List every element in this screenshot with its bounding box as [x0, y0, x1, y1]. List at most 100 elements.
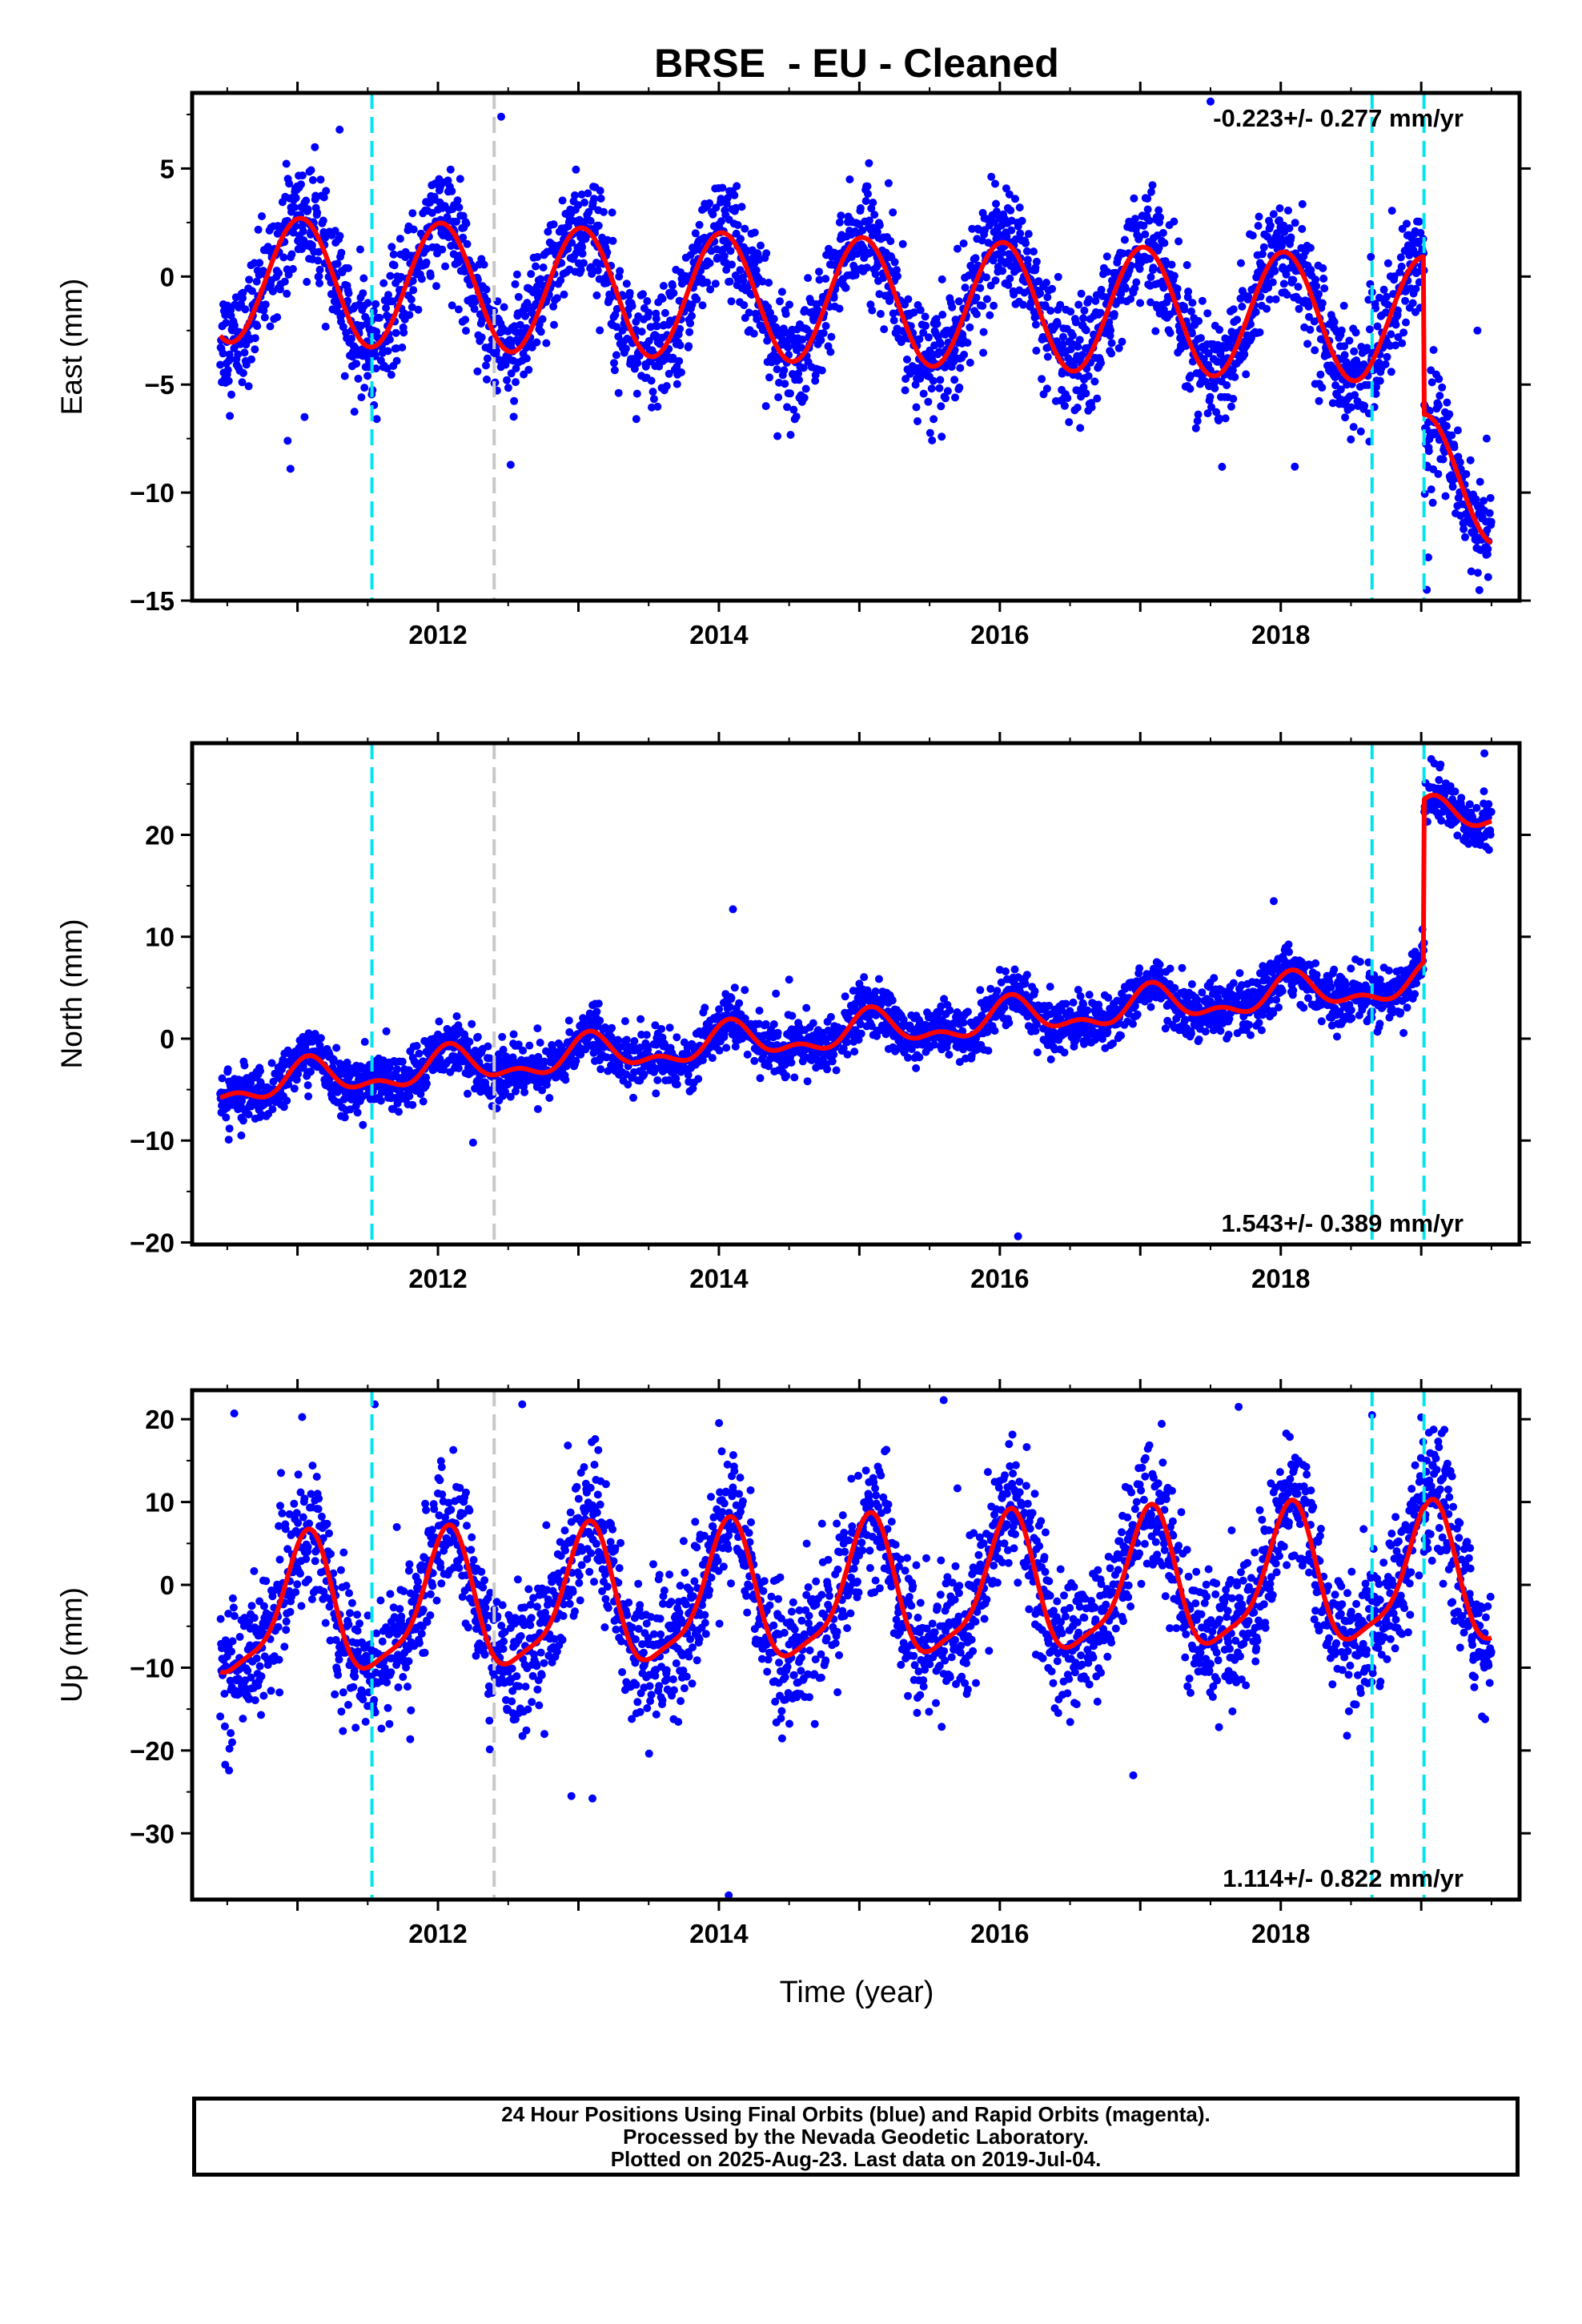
data-point	[222, 1113, 231, 1122]
data-point	[745, 308, 753, 317]
data-point	[817, 336, 825, 344]
data-point	[409, 225, 418, 234]
data-point	[865, 216, 873, 225]
data-point	[787, 1058, 796, 1067]
data-point	[1401, 296, 1410, 305]
data-point	[1393, 306, 1402, 315]
data-point	[1298, 224, 1307, 233]
data-point	[1048, 284, 1057, 293]
data-point	[533, 252, 542, 261]
data-point	[620, 1017, 629, 1026]
data-point	[1435, 392, 1444, 400]
data-point	[275, 269, 283, 278]
data-point	[480, 260, 488, 269]
data-point	[1111, 268, 1120, 277]
data-point	[1154, 243, 1163, 252]
data-point	[1075, 336, 1084, 344]
data-point	[1074, 300, 1083, 309]
data-point	[417, 275, 426, 283]
data-point	[315, 265, 324, 274]
data-point	[725, 277, 734, 286]
data-point	[1375, 293, 1383, 302]
data-point	[912, 1063, 921, 1072]
data-point	[639, 290, 647, 299]
data-point	[750, 228, 759, 237]
data-point	[549, 220, 558, 229]
data-point	[893, 271, 901, 280]
data-point	[1391, 341, 1400, 350]
data-point	[1304, 302, 1313, 311]
data-point	[1016, 229, 1025, 238]
data-point	[901, 375, 910, 384]
data-point	[954, 297, 963, 306]
data-point	[991, 276, 1000, 285]
data-point	[299, 227, 307, 235]
data-point	[987, 172, 996, 181]
data-point	[284, 1080, 293, 1089]
data-point	[976, 986, 985, 995]
data-point	[596, 187, 604, 195]
data-point	[919, 389, 928, 398]
data-point	[942, 394, 950, 403]
data-point	[322, 187, 331, 195]
data-point	[790, 1073, 799, 1082]
data-point	[572, 165, 580, 174]
data-point	[1238, 302, 1247, 311]
data-point	[260, 313, 269, 322]
data-point	[1069, 332, 1077, 340]
data-point	[343, 296, 352, 305]
data-point	[826, 348, 835, 356]
data-point	[240, 348, 249, 357]
data-point	[218, 1074, 227, 1083]
data-point	[331, 227, 339, 235]
data-point	[1283, 291, 1291, 299]
data-point	[319, 193, 328, 202]
data-point	[244, 382, 253, 391]
data-point	[672, 1074, 681, 1083]
data-point	[903, 355, 911, 364]
data-point	[291, 194, 300, 203]
data-point	[880, 325, 889, 334]
data-point	[247, 355, 255, 364]
data-point	[815, 267, 823, 276]
data-point	[653, 1076, 662, 1084]
data-point	[1079, 314, 1087, 323]
data-point	[963, 339, 972, 347]
data-point	[1271, 267, 1279, 275]
data-point	[562, 1062, 571, 1071]
data-point	[827, 332, 836, 341]
data-point	[904, 295, 913, 304]
data-point	[245, 275, 254, 284]
data-point	[761, 402, 770, 411]
data-point	[982, 273, 990, 282]
data-point	[966, 358, 974, 367]
data-point	[227, 390, 235, 399]
data-point	[1006, 274, 1014, 283]
data-point	[736, 266, 745, 275]
data-point	[1282, 270, 1291, 279]
data-point	[465, 1037, 474, 1046]
data-point	[372, 415, 381, 424]
data-point	[921, 312, 930, 321]
data-point	[665, 1023, 674, 1032]
data-point	[482, 285, 491, 294]
data-point	[904, 1053, 912, 1062]
data-point	[524, 365, 533, 374]
data-point	[1480, 497, 1488, 505]
data-point	[659, 282, 668, 290]
outlier-point	[1424, 553, 1432, 561]
data-point	[375, 313, 383, 322]
data-point	[251, 334, 259, 343]
data-point	[1159, 283, 1168, 292]
data-point	[633, 359, 642, 368]
data-point	[1161, 257, 1170, 266]
data-point	[1429, 346, 1438, 354]
data-point	[801, 384, 810, 393]
data-point	[1472, 495, 1480, 504]
data-point	[612, 304, 621, 313]
data-point	[1147, 187, 1155, 196]
data-point	[649, 395, 658, 404]
data-point	[1097, 359, 1106, 368]
data-point	[1484, 573, 1492, 581]
